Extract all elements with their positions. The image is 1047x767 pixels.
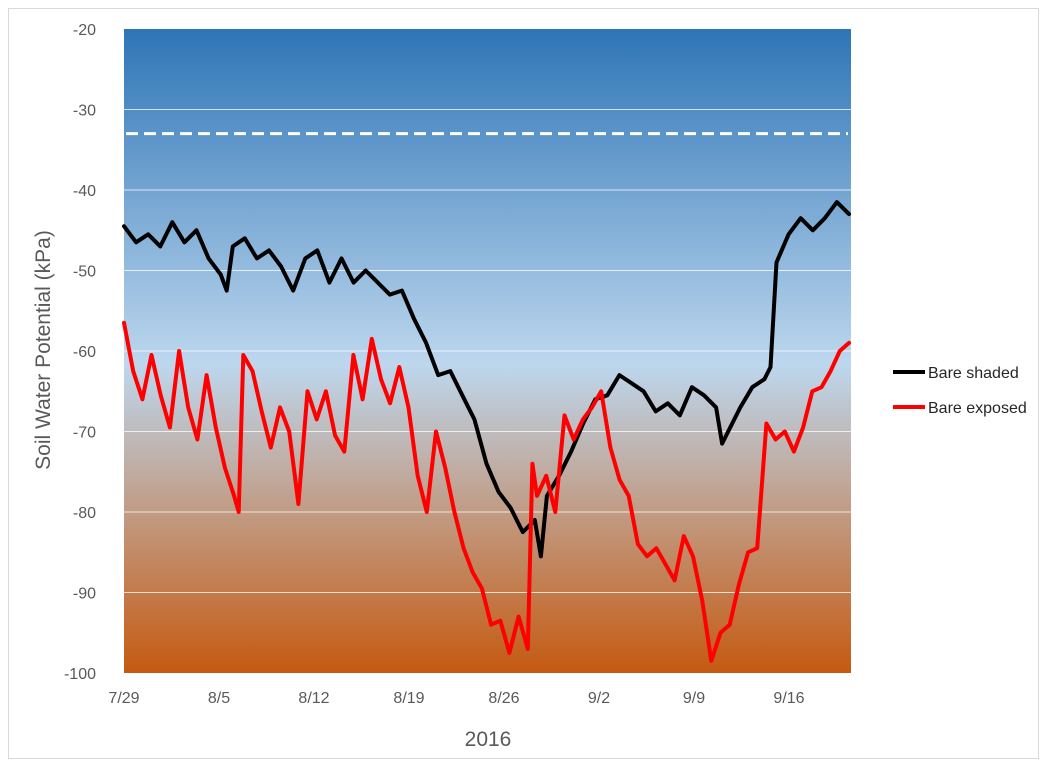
y-tick-label: -100	[64, 666, 96, 683]
legend: Bare shaded Bare exposed	[893, 365, 1027, 417]
x-tick-label: 9/9	[683, 690, 705, 707]
x-tick-label: 7/29	[108, 690, 139, 707]
x-tick-label: 9/16	[773, 690, 804, 707]
series-line-1	[122, 320, 851, 663]
y-tick-label: -40	[73, 183, 96, 200]
series-line-0	[122, 200, 851, 559]
y-tick-label: -90	[73, 586, 96, 603]
legend-label: Bare exposed	[928, 400, 1027, 417]
y-axis-title: Soil Water Potential (kPa)	[32, 230, 55, 470]
y-tick-label: -20	[73, 22, 96, 39]
x-tick-label: 8/12	[298, 690, 329, 707]
legend-label: Bare shaded	[928, 365, 1019, 382]
y-tick-label: -60	[73, 344, 96, 361]
x-tick-label: 8/5	[208, 690, 230, 707]
x-tick-label: 8/26	[488, 690, 519, 707]
y-tick-labels: -20 -30 -40 -50 -60 -70 -80 -90 -100	[64, 22, 96, 683]
x-tick-label: 9/2	[588, 690, 610, 707]
x-axis-title: 2016	[465, 728, 512, 751]
series-layer	[122, 200, 851, 663]
gridlines	[124, 109, 851, 593]
y-tick-label: -30	[73, 103, 96, 120]
y-tick-label: -80	[73, 505, 96, 522]
x-tick-label: 8/19	[393, 690, 424, 707]
y-tick-label: -50	[73, 264, 96, 281]
chart-frame	[8, 8, 1039, 759]
x-tick-labels: 7/29 8/5 8/12 8/19 8/26 9/2 9/9 9/16	[108, 690, 804, 707]
y-tick-label: -70	[73, 425, 96, 442]
